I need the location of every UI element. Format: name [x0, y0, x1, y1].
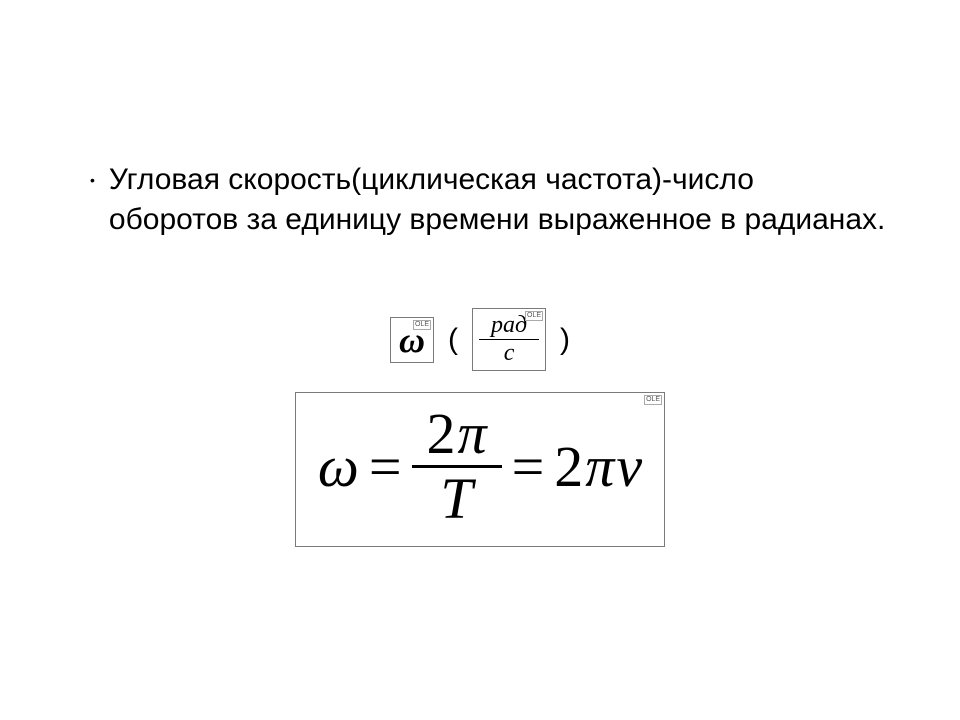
main-equation-line: OLE ω = 2 π T = 2 π ν — [0, 392, 960, 547]
bullet-text: Угловая скорость(циклическая частота)-чи… — [109, 160, 890, 240]
main-equation: ω = 2 π T = 2 π ν — [318, 405, 642, 528]
unit-fraction-box: OLE рад с — [472, 308, 546, 371]
eq-frac-numerator: 2 π — [423, 405, 491, 465]
eq-num-coeff: 2 — [427, 405, 456, 463]
eq-rhs-coeff: 2 — [554, 438, 583, 496]
bullet-block: • Угловая скорость(циклическая частота)-… — [90, 160, 890, 240]
slide: • Угловая скорость(циклическая частота)-… — [0, 0, 960, 720]
unit-numerator: рад — [489, 313, 529, 338]
unit-line: OLE ω ( OLE рад с ) — [0, 308, 960, 371]
unit-denominator: с — [502, 341, 517, 366]
eq-fraction: 2 π T — [412, 405, 502, 528]
ole-badge-icon: OLE — [413, 320, 431, 330]
eq-equals-1: = — [369, 438, 402, 496]
open-paren: ( — [448, 323, 458, 357]
bullet-row: • Угловая скорость(циклическая частота)-… — [90, 160, 890, 240]
eq-rhs-pi: π — [585, 438, 614, 496]
eq-frac-denominator: T — [436, 468, 476, 528]
eq-num-pi: π — [458, 405, 487, 463]
bullet-marker: • — [90, 160, 95, 200]
eq-equals-2: = — [512, 438, 545, 496]
omega-symbol-box: OLE ω — [390, 317, 434, 363]
ole-badge-icon: OLE — [644, 395, 662, 405]
unit-fraction: рад с — [479, 313, 539, 366]
eq-rhs: 2 π ν — [554, 438, 642, 496]
eq-rhs-nu: ν — [616, 438, 642, 496]
main-equation-box: OLE ω = 2 π T = 2 π ν — [295, 392, 665, 547]
eq-omega: ω — [318, 438, 359, 496]
ole-badge-icon: OLE — [525, 311, 543, 321]
close-paren: ) — [560, 323, 570, 357]
